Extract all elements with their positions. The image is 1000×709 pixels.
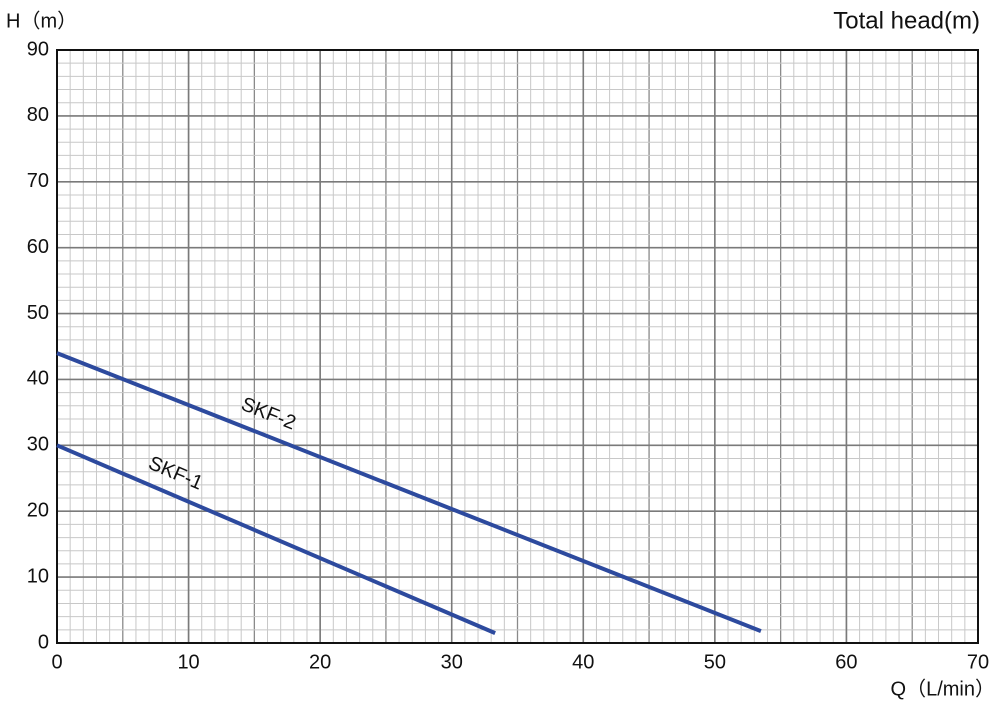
y-tick-label: 80 bbox=[27, 104, 49, 126]
line bbox=[56, 351, 762, 634]
plot-frame bbox=[56, 49, 979, 644]
y-tick-label: 50 bbox=[27, 302, 49, 324]
x-axis-label: Q（L/min） bbox=[891, 677, 995, 700]
y-tick-label: 40 bbox=[27, 368, 49, 390]
x-tick-label: 60 bbox=[835, 651, 857, 673]
chart-title: Total head(m) bbox=[833, 7, 980, 34]
y-tick-label: 20 bbox=[27, 500, 49, 522]
y-axis-label: H（m） bbox=[6, 9, 77, 32]
y-tick-label: 0 bbox=[38, 631, 49, 653]
x-tick-label: 30 bbox=[441, 651, 463, 673]
x-tick-label: 10 bbox=[177, 651, 199, 673]
x-tick-label: 0 bbox=[51, 651, 62, 673]
y-tick-label: 10 bbox=[27, 565, 49, 587]
x-tick-label: 50 bbox=[704, 651, 726, 673]
y-tick-label: 60 bbox=[27, 236, 49, 258]
x-tick-label: 20 bbox=[309, 651, 331, 673]
y-tick-label: 70 bbox=[27, 170, 49, 192]
x-tick-label: 40 bbox=[572, 651, 594, 673]
grid bbox=[56, 49, 979, 644]
y-tick-label: 30 bbox=[27, 434, 49, 456]
line bbox=[56, 443, 496, 635]
x-tick-label: 70 bbox=[967, 651, 989, 673]
y-tick-label: 90 bbox=[27, 38, 49, 60]
